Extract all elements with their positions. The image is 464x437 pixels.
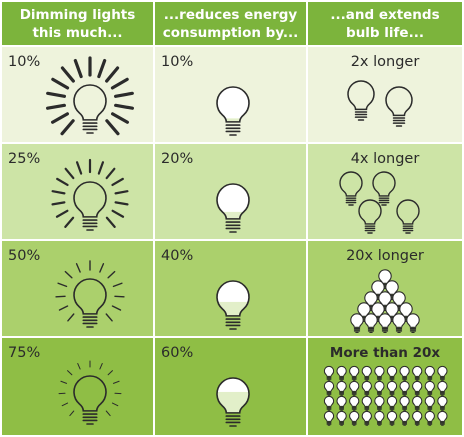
- dimming-percent: 10%: [8, 54, 41, 70]
- energy-percent: 40%: [161, 248, 194, 264]
- small-lightbulb-icon: [437, 395, 448, 411]
- small-lightbulb-icon: [437, 365, 448, 381]
- cell-bulb-life-2: 4x longer: [308, 144, 462, 239]
- cell-energy-1: 10%: [155, 47, 306, 142]
- bulb-life-label: 2x longer: [350, 54, 420, 70]
- radiating-lightbulb-icon: [51, 158, 129, 231]
- small-lightbulb-icon: [424, 410, 435, 426]
- small-lightbulb-icon: [372, 171, 396, 206]
- cell-dimming-3: 50%: [2, 241, 153, 336]
- header-dimming-label: Dimming lights this much...: [19, 6, 136, 41]
- cell-energy-3: 40%: [155, 241, 306, 336]
- small-lightbulb-icon: [386, 365, 398, 381]
- small-lightbulb-icon: [374, 410, 385, 426]
- small-lightbulb-icon: [396, 199, 420, 234]
- small-lightbulb-icon: [323, 395, 335, 411]
- small-lightbulb-icon: [323, 365, 335, 381]
- cell-energy-4: 60%: [155, 338, 306, 435]
- small-lightbulb-icon: [336, 380, 347, 396]
- filled-lightbulb-icon: [216, 183, 250, 233]
- small-lightbulb-icon: [336, 410, 347, 426]
- small-lightbulb-icon: [378, 313, 392, 333]
- small-lightbulb-icon: [361, 380, 372, 396]
- cell-bulb-life-3: 20x longer: [308, 241, 462, 336]
- small-lightbulb-icon: [339, 171, 363, 206]
- small-lightbulb-icon: [399, 365, 410, 381]
- cell-energy-2: 20%: [155, 144, 306, 239]
- small-lightbulb-icon: [336, 365, 347, 381]
- small-lightbulb-icon: [349, 380, 360, 396]
- small-lightbulb-icon: [361, 395, 372, 411]
- filled-lightbulb-icon: [216, 280, 250, 330]
- small-lightbulb-icon: [399, 395, 410, 411]
- small-lightbulb-icon: [361, 365, 372, 381]
- small-lightbulb-icon: [424, 365, 435, 381]
- energy-percent: 60%: [161, 345, 194, 361]
- dimming-percent: 25%: [8, 151, 41, 167]
- small-lightbulb-icon: [424, 395, 435, 411]
- small-lightbulb-icon: [374, 395, 385, 411]
- small-lightbulb-icon: [336, 395, 347, 411]
- filled-lightbulb-icon: [216, 377, 250, 427]
- radiating-lightbulb-icon: [58, 360, 122, 425]
- small-lightbulb-icon: [399, 380, 410, 396]
- small-lightbulb-icon: [437, 410, 448, 426]
- small-lightbulb-icon: [437, 380, 448, 396]
- small-lightbulb-icon: [386, 395, 398, 411]
- small-lightbulb-icon: [364, 313, 378, 333]
- bulb-life-label: 4x longer: [350, 151, 420, 167]
- small-lightbulb-icon: [349, 395, 360, 411]
- radiating-lightbulb-icon: [46, 56, 134, 136]
- header-energy: ...reduces energy consumption by...: [155, 2, 306, 45]
- header-energy-label: ...reduces energy consumption by...: [162, 6, 299, 41]
- dimming-percent: 75%: [8, 345, 41, 361]
- small-lightbulb-icon: [349, 410, 360, 426]
- cell-dimming-1: 10%: [2, 47, 153, 142]
- small-lightbulb-icon: [358, 199, 382, 234]
- small-lightbulb-icon: [323, 410, 335, 426]
- bulb-life-label: 20x longer: [346, 248, 424, 264]
- small-lightbulb-icon: [424, 380, 435, 396]
- bulb-life-label: More than 20x: [329, 345, 441, 361]
- small-lightbulb-icon: [412, 380, 423, 396]
- small-lightbulb-icon: [350, 313, 364, 333]
- small-lightbulb-icon: [412, 410, 423, 426]
- small-lightbulb-icon: [406, 313, 420, 333]
- energy-percent: 20%: [161, 151, 194, 167]
- cell-dimming-4: 75%: [2, 338, 153, 435]
- dimming-percent: 50%: [8, 248, 41, 264]
- radiating-lightbulb-icon: [55, 260, 125, 328]
- filled-lightbulb-icon: [216, 86, 250, 136]
- small-lightbulb-icon: [386, 380, 398, 396]
- cell-bulb-life-1: 2x longer: [308, 47, 462, 142]
- small-lightbulb-icon: [412, 365, 423, 381]
- cell-dimming-2: 25%: [2, 144, 153, 239]
- small-lightbulb-icon: [386, 410, 398, 426]
- small-lightbulb-icon: [374, 365, 385, 381]
- small-lightbulb-icon: [349, 365, 360, 381]
- small-lightbulb-icon: [361, 410, 372, 426]
- small-lightbulb-icon: [323, 380, 335, 396]
- small-lightbulb-icon: [412, 395, 423, 411]
- header-bulb-life-label: ...and extends bulb life...: [330, 6, 440, 41]
- cell-bulb-life-4: More than 20x: [308, 338, 462, 435]
- small-lightbulb-icon: [347, 80, 375, 121]
- small-lightbulb-icon: [374, 380, 385, 396]
- energy-percent: 10%: [161, 54, 194, 70]
- header-dimming: Dimming lights this much...: [2, 2, 153, 45]
- small-lightbulb-icon: [399, 410, 410, 426]
- header-bulb-life: ...and extends bulb life...: [308, 2, 462, 45]
- small-lightbulb-icon: [385, 86, 413, 127]
- small-lightbulb-icon: [392, 313, 406, 333]
